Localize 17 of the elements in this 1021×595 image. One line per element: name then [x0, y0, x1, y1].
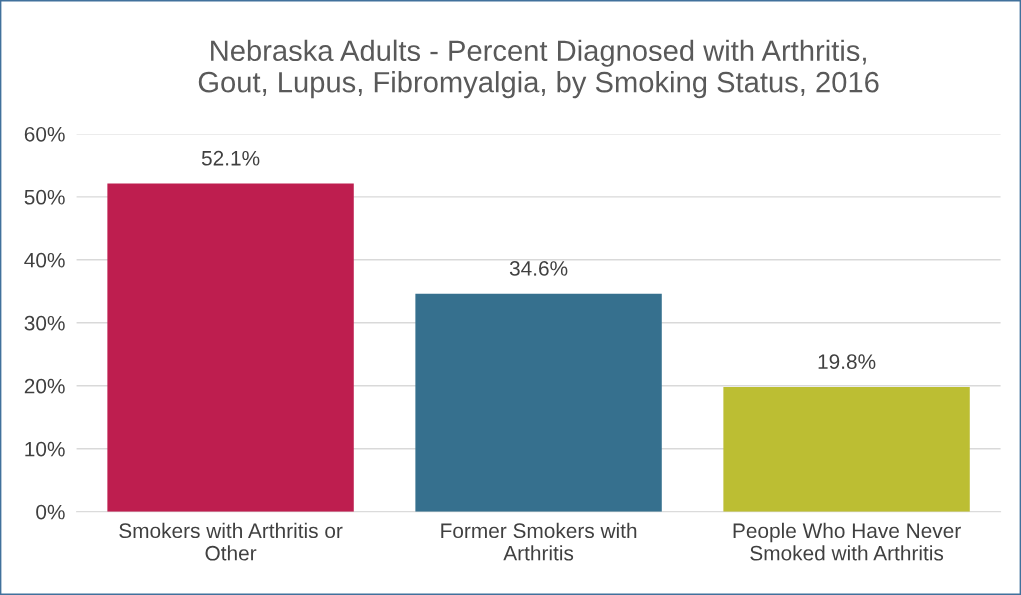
bar — [107, 183, 354, 512]
x-tick-label: Smokers with Arthritis or Other — [119, 522, 343, 561]
y-tick-label: 20% — [24, 378, 65, 394]
y-tick-label: 40% — [24, 252, 65, 268]
y-tick-label: 0% — [36, 504, 65, 520]
bar — [415, 293, 662, 512]
chart-title: Nebraska Adults - Percent Diagnosed with Arthritis, Gout, Lupus, Fibromyalgia, by Smoking Status, 2016 — [198, 39, 879, 99]
y-tick-label: 50% — [24, 189, 65, 205]
y-tick-label: 30% — [24, 315, 65, 331]
x-tick-label: People Who Have Never Smoked with Arthritis — [733, 522, 961, 561]
y-tick-label: 10% — [25, 441, 65, 457]
data-label: 52.1% — [201, 150, 260, 166]
data-label: 34.6% — [509, 261, 568, 276]
y-tick-label: 60% — [24, 126, 65, 142]
x-tick-label: Former Smokers with Arthritis — [441, 522, 637, 561]
data-label: 19.8% — [818, 354, 876, 370]
bar — [723, 387, 970, 512]
